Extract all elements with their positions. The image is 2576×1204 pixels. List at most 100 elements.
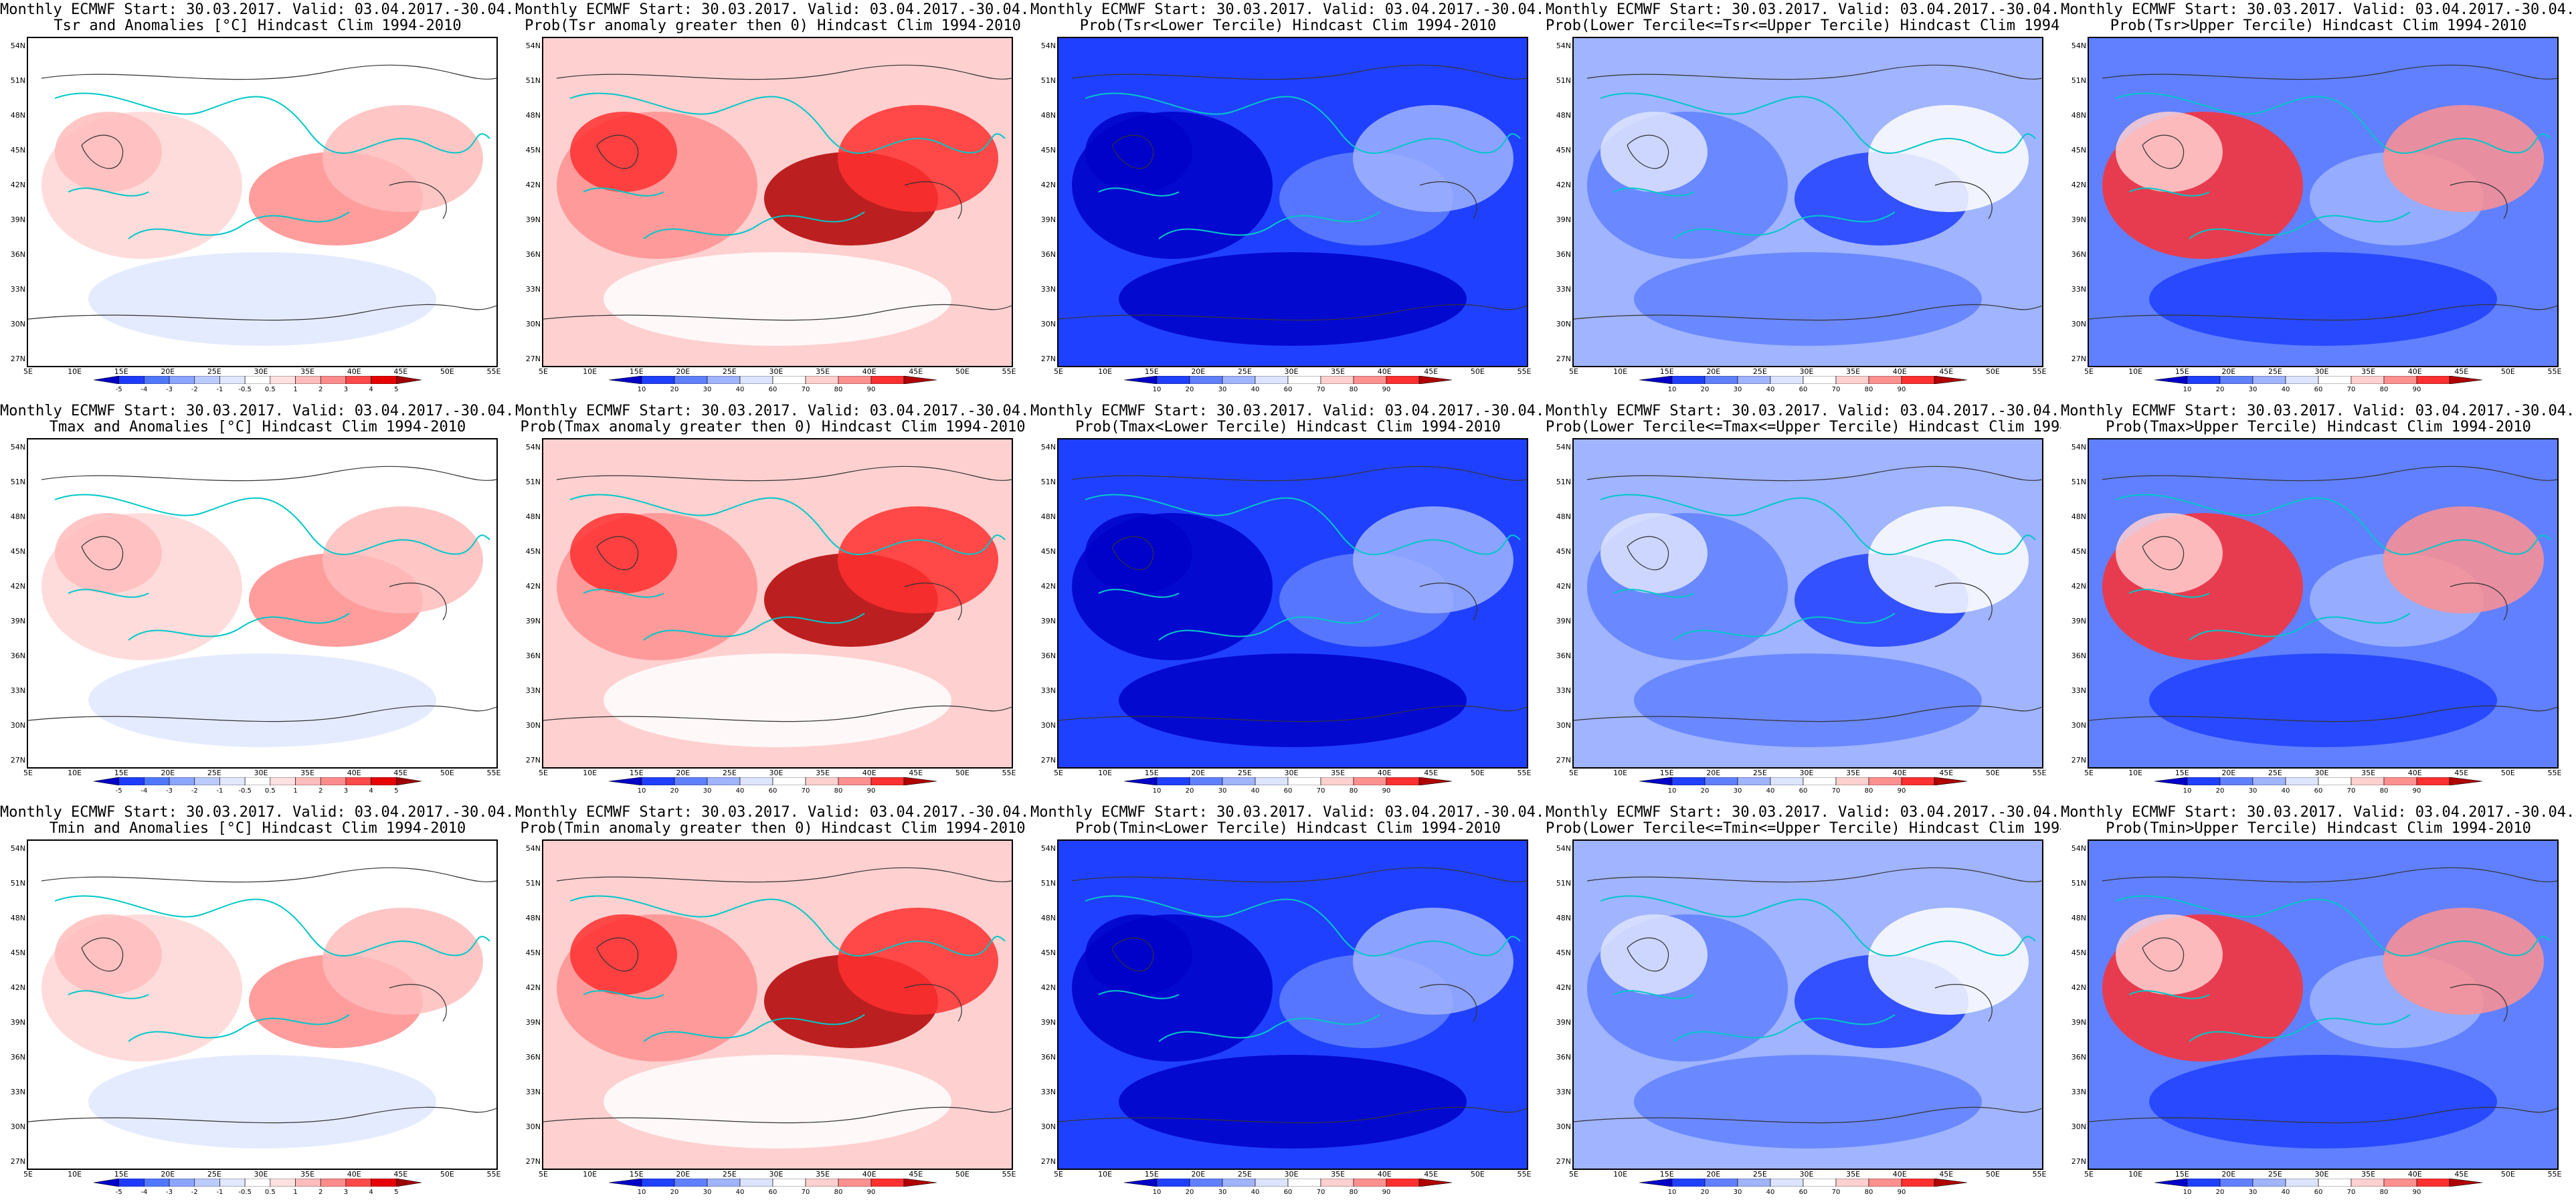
longitude-label: 30E [1799, 1170, 1814, 1179]
longitude-label: 55E [2032, 769, 2047, 777]
colorbar-tick-label: -3 [166, 787, 173, 795]
longitude-label: 25E [2268, 1170, 2282, 1179]
colorbar-tick-label: -1 [216, 386, 223, 393]
longitude-label: 5E [23, 367, 33, 376]
longitude-label: 5E [1054, 367, 1063, 376]
latitude-label: 51N [525, 76, 541, 85]
colorbar-segment [2285, 376, 2319, 384]
colorbar-tick-label: 20 [670, 386, 679, 393]
panel-title-line1: Monthly ECMWF Start: 30.03.2017. Valid: … [1546, 804, 2061, 821]
colorbar-segment [838, 777, 872, 785]
colorbar-tick-label: 10 [1667, 1189, 1677, 1196]
colorbar-tick-label: 70 [1831, 1189, 1841, 1196]
latitude-label: 39N [2071, 617, 2086, 625]
colorbar-segment [1770, 1179, 1804, 1187]
latitude-label: 36N [525, 250, 541, 259]
longitude-label: 40E [2407, 367, 2422, 376]
colorbar-segment [2219, 777, 2253, 785]
colorbar-segment [2449, 376, 2482, 384]
shaded-region [570, 112, 677, 192]
longitude-label: 50E [1470, 1170, 1485, 1179]
latitude-label: 45N [2071, 547, 2086, 556]
colorbar [1639, 1179, 1967, 1187]
latitude-label: 30N [2071, 1122, 2086, 1131]
colorbar-tick-label: 40 [735, 787, 745, 795]
longitude-label: 25E [722, 367, 737, 376]
colorbar-segment [2351, 376, 2385, 384]
colorbar [1124, 376, 1452, 384]
latitude-label: 54N [1556, 844, 1571, 853]
colorbar-tick-label: 3 [343, 787, 349, 795]
map-panel: Monthly ECMWF Start: 30.03.2017. Valid: … [1546, 401, 2061, 803]
colorbar-tick-label: 20 [2215, 1189, 2225, 1196]
longitude-label: 45E [1424, 367, 1439, 376]
longitude-label: 20E [1191, 769, 1206, 777]
longitude-label: 30E [1284, 367, 1299, 376]
longitude-label: 25E [1237, 367, 1252, 376]
latitude-label: 36N [10, 1053, 25, 1062]
coastline [54, 92, 490, 239]
colorbar-segment [118, 376, 145, 384]
longitude-label: 25E [207, 367, 221, 376]
colorbar-tick-label: -1 [216, 787, 223, 795]
colorbar-segment [2318, 777, 2352, 785]
colorbar-tick-label: 70 [801, 787, 810, 795]
latitude-label: 36N [10, 250, 25, 259]
latitude-label: 42N [10, 983, 25, 992]
colorbar-segment [371, 376, 397, 384]
coastline [1085, 494, 1521, 641]
latitude-label: 48N [2071, 512, 2086, 521]
map-area [1057, 438, 1528, 769]
shaded-region [1353, 105, 1513, 212]
colorbar-segment [219, 777, 246, 785]
colorbar-segment [1835, 376, 1869, 384]
colorbar-tick-label: 10 [2183, 386, 2192, 393]
shaded-region [1119, 252, 1467, 346]
longitude-label: 45E [2454, 1170, 2469, 1179]
longitude-label: 25E [2268, 769, 2282, 777]
colorbar-tick-label: 5 [394, 1189, 399, 1196]
latitude-label: 33N [1556, 1088, 1571, 1096]
colorbar-segment [903, 777, 937, 785]
colorbar-segment [270, 777, 296, 785]
longitude-label: 35E [816, 769, 830, 777]
colorbar-segment [805, 1179, 839, 1187]
panel-title-line2: Prob(Tmax anomaly greater then 0) Hindca… [520, 419, 1026, 435]
colorbar-tick-label: 3 [343, 386, 349, 393]
shaded-region [1634, 654, 1982, 747]
longitude-label: 45E [1939, 769, 1954, 777]
colorbar [1639, 777, 1967, 785]
latitude-label: 48N [1040, 111, 1056, 120]
colorbar-tick-label: 1 [293, 1189, 298, 1196]
colorbar-tick-label: -0.5 [238, 1189, 252, 1196]
map-area [1057, 839, 1528, 1170]
panel-title-line1: Monthly ECMWF Start: 30.03.2017. Valid: … [0, 403, 515, 419]
longitude-label: 30E [2314, 769, 2329, 777]
coastline [1085, 895, 1521, 1042]
colorbar-tick-label: 10 [1667, 386, 1677, 393]
longitude-label: 35E [2361, 1170, 2376, 1179]
shaded-region [55, 914, 162, 995]
latitude-label: 45N [10, 547, 25, 556]
latitude-label: 36N [1040, 651, 1056, 660]
latitude-label: 48N [2071, 914, 2086, 922]
colorbar-segment [674, 376, 708, 384]
contour-line [2089, 867, 2557, 1124]
latitude-label: 51N [2071, 76, 2086, 85]
shaded-region [1600, 513, 1708, 593]
longitude-label: 20E [2221, 769, 2236, 777]
contour-line [2089, 64, 2557, 321]
longitude-label: 30E [2314, 1170, 2329, 1179]
longitude-label: 15E [629, 769, 644, 777]
panel-title-line2: Prob(Tsr anomaly greater then 0) Hindcas… [525, 17, 1021, 34]
latitude-label: 33N [1040, 686, 1056, 695]
latitude-label: 51N [1556, 76, 1571, 85]
colorbar-tick-label: 70 [2347, 1189, 2356, 1196]
map-field [28, 439, 496, 767]
longitude-label: 30E [1284, 1170, 1299, 1179]
colorbar-tick-label: 60 [1283, 1189, 1293, 1196]
longitude-label: 10E [583, 769, 597, 777]
colorbar-segment [870, 1179, 905, 1187]
colorbar-segment [1353, 376, 1387, 384]
colorbar-tick-label: 70 [1831, 386, 1841, 393]
